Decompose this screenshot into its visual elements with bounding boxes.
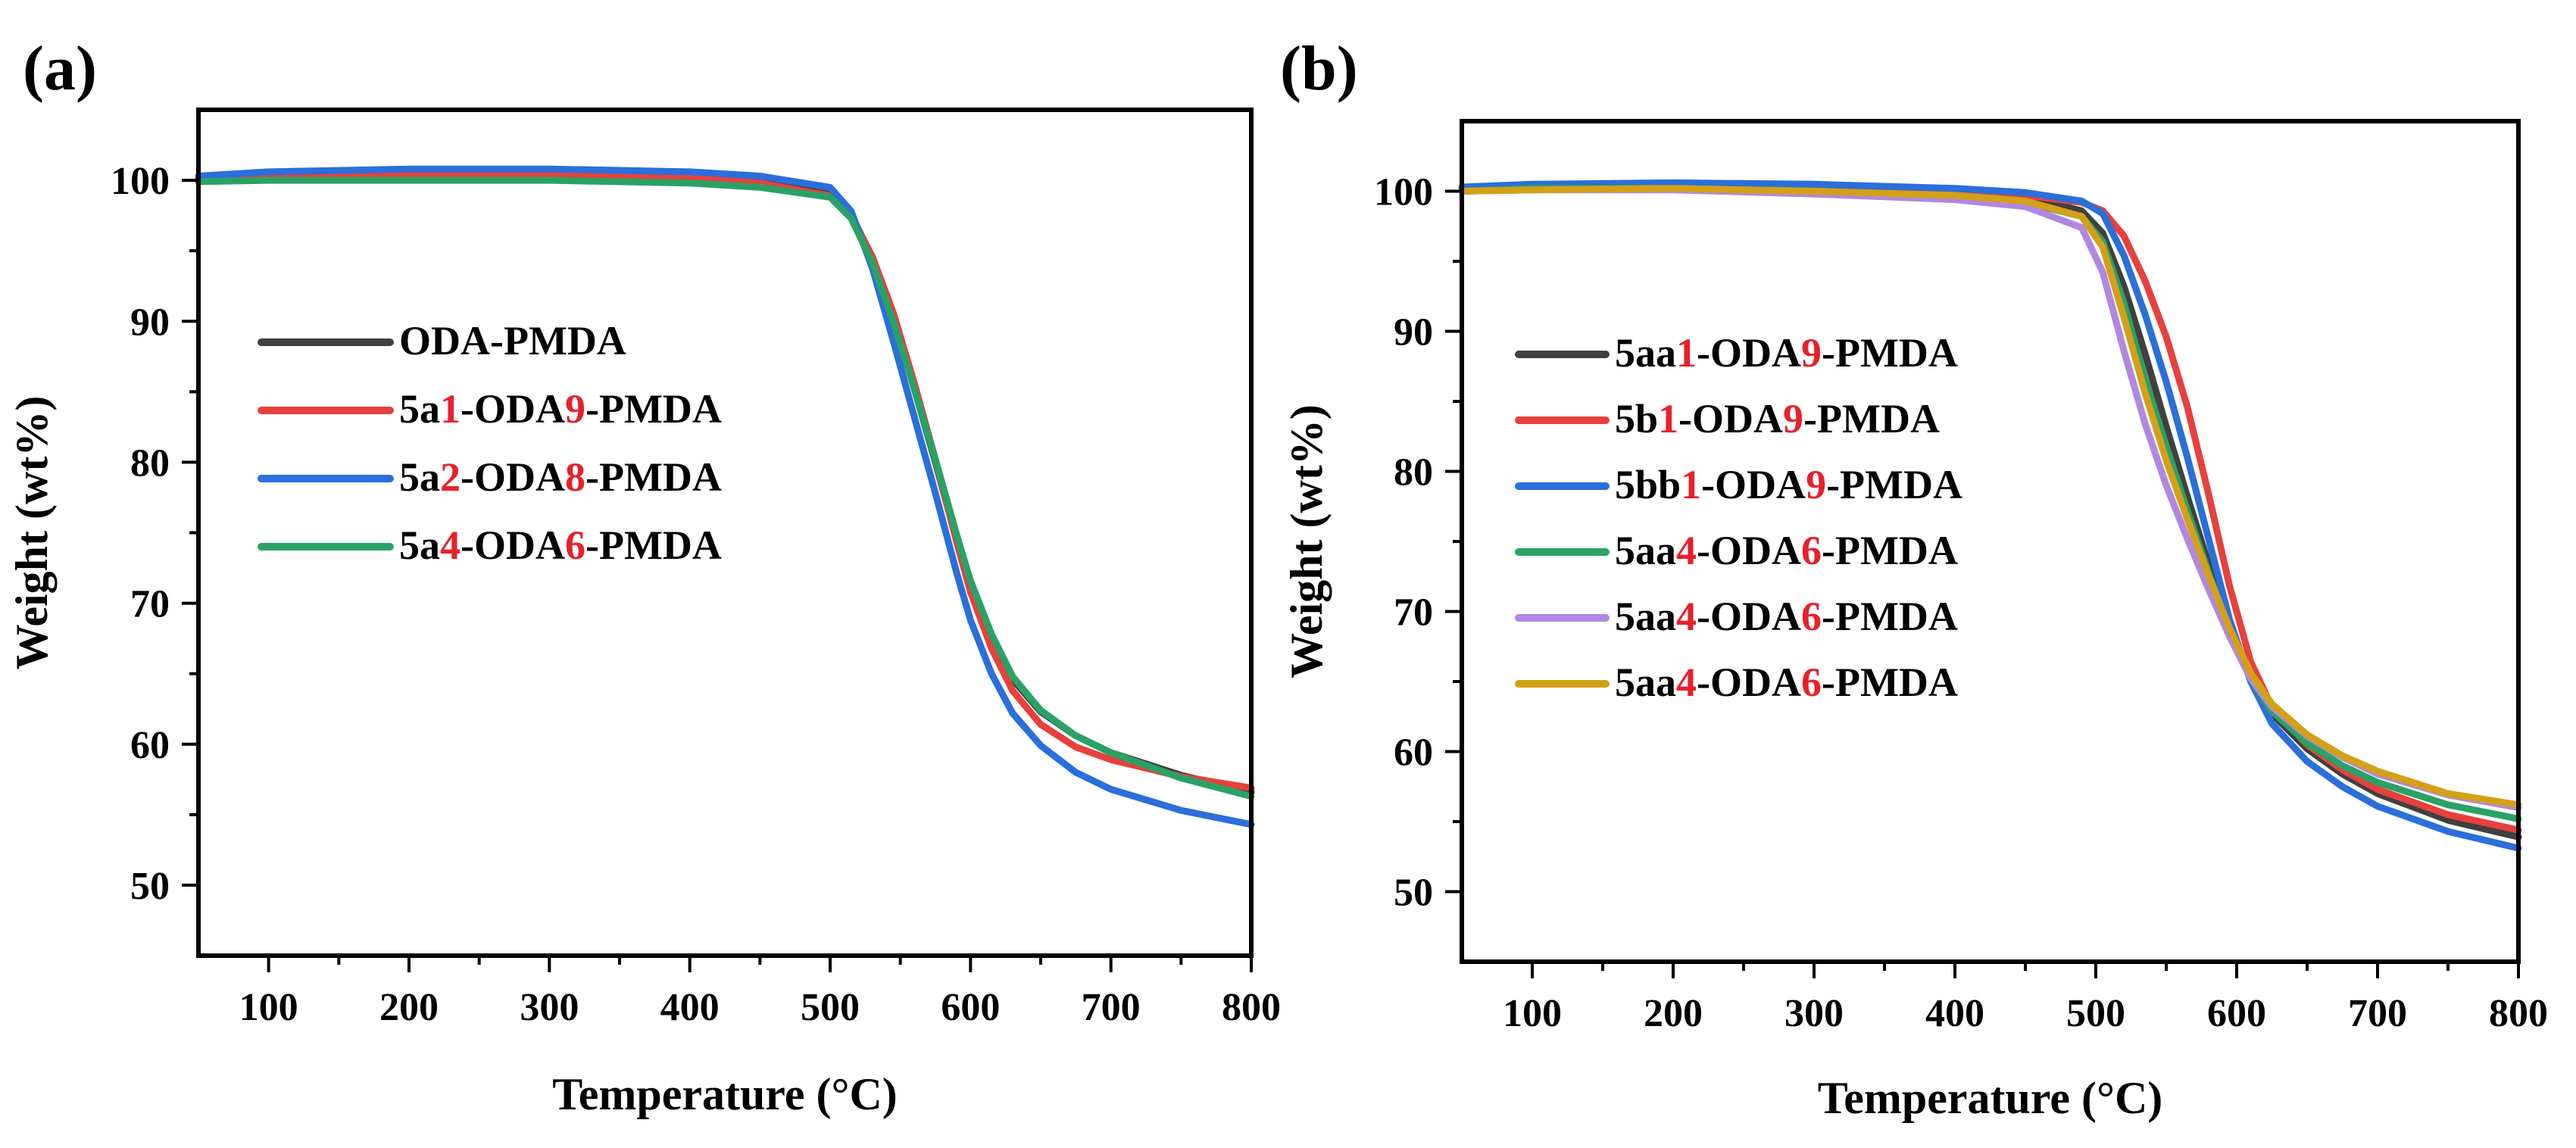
x-tick-label: 600: [941, 986, 1000, 1029]
y-tick-label: 50: [130, 865, 170, 908]
x-tick-label: 700: [2348, 992, 2407, 1035]
legend-label: 5aa4-ODA6-PMDA: [1615, 528, 1958, 573]
legend-label: 5aa4-ODA6-PMDA: [1615, 660, 1958, 705]
panel-a: (a) 100 200 300 400 500 600 700 800 50 60 70 80 90 100…: [7, 33, 1281, 1119]
x-tick-label: 200: [379, 986, 439, 1029]
panel-label: (a): [23, 33, 97, 104]
y-axis-title: Weight (wt%): [1282, 404, 1332, 679]
x-tick-label: 100: [239, 986, 298, 1029]
x-tick-label: 300: [1784, 992, 1844, 1035]
legend: ODA-PMDA 5a1-ODA9-PMDA 5a2-ODA8-PMDA 5a4-OD…: [258, 318, 722, 568]
x-tick-label: 200: [1644, 992, 1703, 1035]
x-tick-label: 500: [801, 986, 860, 1029]
series-line-4: [195, 176, 1255, 800]
series-line-3: [195, 165, 1255, 828]
x-axis-title: Temperature (°C): [552, 1069, 898, 1119]
y-tick-label: 100: [111, 160, 170, 203]
legend: 5aa1-ODA9-PMDA 5b1-ODA9-PMDA 5bb1-ODA9-PMD…: [1515, 330, 1962, 705]
legend-label: 5a1-ODA9-PMDA: [399, 386, 722, 432]
x-tick-label: 100: [1503, 992, 1562, 1035]
legend-label: 5bb1-ODA9-PMDA: [1615, 462, 1962, 507]
x-tick-label: 400: [1925, 992, 1984, 1035]
legend-label: 5a2-ODA8-PMDA: [399, 454, 722, 500]
legend-label: ODA-PMDA: [399, 318, 626, 363]
x-tick-label: 700: [1082, 986, 1141, 1029]
y-tick-label: 50: [1394, 872, 1433, 915]
series-line-1: [195, 170, 1255, 796]
legend-label: 5b1-ODA9-PMDA: [1615, 396, 1940, 441]
y-tick-label: 80: [130, 441, 170, 485]
x-tick-label: 800: [2489, 992, 2548, 1035]
x-tick-label: 500: [2066, 992, 2125, 1035]
x-tick-label: 800: [1222, 986, 1281, 1029]
y-tick-label: 60: [130, 724, 170, 767]
plot-frame: [196, 108, 1254, 958]
plot-area: [195, 165, 1255, 828]
y-tick-label: 90: [130, 301, 170, 344]
y-tick-label: 60: [1394, 732, 1433, 775]
panel-label: (b): [1280, 33, 1358, 104]
series-line-1: [1458, 180, 2522, 841]
y-tick-label: 90: [1394, 311, 1433, 354]
y-tick-label: 70: [1394, 591, 1433, 635]
y-tick-label: 100: [1374, 171, 1433, 214]
x-tick-label: 600: [2207, 992, 2266, 1035]
plot-area: [1458, 179, 2522, 852]
legend-label: 5aa1-ODA9-PMDA: [1615, 330, 1958, 376]
series-line-6: [1458, 185, 2522, 809]
y-axis-title: Weight (wt%): [7, 396, 57, 670]
legend-label: 5aa4-ODA6-PMDA: [1615, 594, 1958, 639]
x-tick-label: 300: [520, 986, 579, 1029]
series-line-2: [1458, 182, 2522, 834]
y-tick-label: 70: [130, 583, 170, 626]
x-tick-label: 400: [660, 986, 720, 1029]
panel-b: (b) 100 200 300 400 500 600 700 800 50 60 70 80 90 100…: [1280, 33, 2548, 1123]
y-tick-label: 80: [1394, 451, 1433, 494]
x-axis-title: Temperature (°C): [1818, 1073, 2163, 1123]
series-line-3: [1458, 179, 2522, 852]
legend-label: 5a4-ODA6-PMDA: [399, 523, 722, 568]
